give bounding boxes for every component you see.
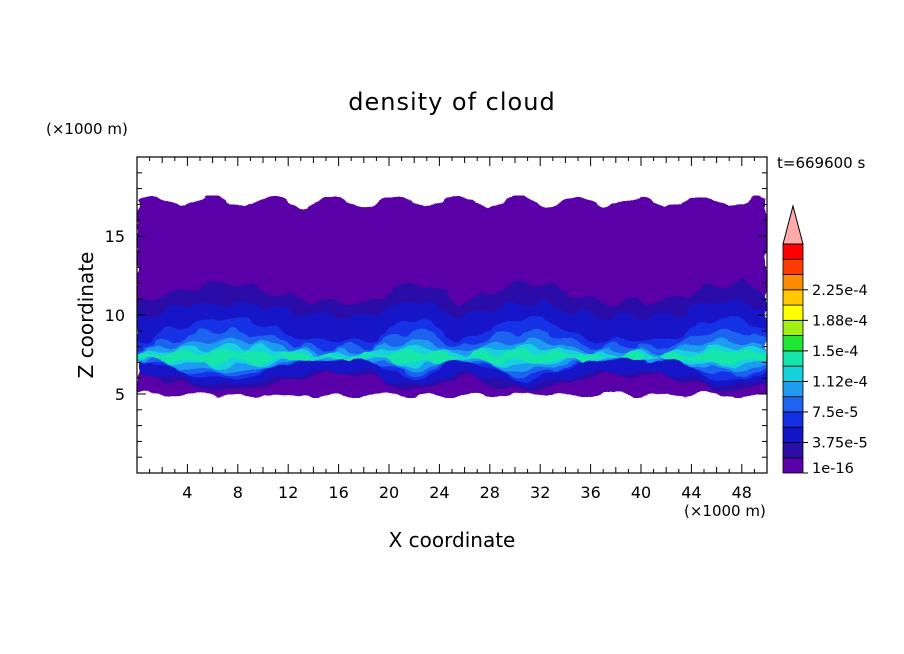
y-tick-label: 10 — [105, 306, 125, 325]
colorbar-label: 1.88e-4 — [812, 313, 868, 329]
colorbar-swatch — [782, 380, 804, 398]
y-tick-label: 15 — [105, 227, 125, 246]
x-tick-label: 28 — [480, 483, 500, 502]
x-axis-unit: (×1000 m) — [684, 502, 766, 520]
colorbar-swatch — [782, 365, 804, 382]
colorbar-swatch — [782, 289, 804, 306]
colorbar-swatch — [782, 335, 804, 352]
y-axis-unit: (×1000 m) — [46, 120, 128, 138]
colorbar-label: 3.75e-5 — [812, 435, 868, 451]
colorbar-label: 7.5e-5 — [812, 405, 858, 421]
colorbar-swatch — [782, 426, 804, 443]
time-label: t=669600 s — [777, 154, 866, 172]
y-axis-label: Z coordinate — [74, 251, 98, 379]
x-tick-label: 36 — [580, 483, 600, 502]
y-axis: 5 10 15 — [105, 156, 767, 474]
colorbar-swatch — [782, 411, 804, 428]
colorbar-swatch — [782, 350, 804, 367]
x-tick-label: 12 — [278, 483, 298, 502]
colorbar-label: 2.25e-4 — [812, 283, 868, 299]
colorbar: 1e-16 3.75e-5 7.5e-5 1.12e-4 1.5e-4 1.88e-4 2.… — [782, 204, 868, 477]
cloud-density-field — [137, 195, 767, 398]
x-tick-label: 8 — [233, 483, 243, 502]
colorbar-swatch — [782, 457, 804, 474]
chart-title: density of cloud — [348, 88, 556, 116]
colorbar-swatch — [782, 274, 804, 291]
y-tick-label: 5 — [115, 385, 125, 404]
colorbar-label: 1.5e-4 — [812, 344, 858, 360]
colorbar-swatch — [782, 319, 804, 337]
x-tick-label: 4 — [182, 483, 192, 502]
colorbar-swatch — [782, 258, 804, 275]
colorbar-label: 1.12e-4 — [812, 374, 868, 390]
colorbar-swatch — [782, 243, 804, 260]
colorbar-swatch — [782, 304, 804, 321]
x-tick-label: 24 — [429, 483, 449, 502]
x-axis: 4 8 12 16 20 24 28 32 36 40 44 48 — [136, 157, 768, 502]
x-tick-label: 40 — [631, 483, 651, 502]
colorbar-label: 1e-16 — [812, 461, 854, 477]
x-tick-label: 32 — [530, 483, 550, 502]
colorbar-extend-arrow — [782, 204, 804, 245]
x-tick-label: 16 — [328, 483, 348, 502]
x-tick-label: 20 — [379, 483, 399, 502]
colorbar-swatch — [782, 442, 804, 459]
colorbar-swatch — [782, 396, 804, 413]
x-axis-label: X coordinate — [388, 528, 516, 552]
x-tick-label: 44 — [681, 483, 701, 502]
x-tick-label: 48 — [732, 483, 752, 502]
